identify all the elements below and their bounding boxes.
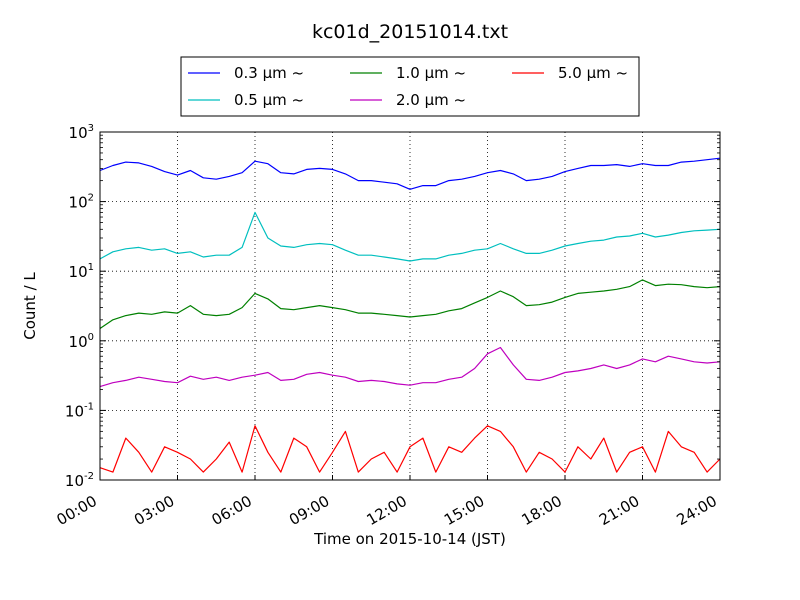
legend: 0.3 μm ~ 0.5 μm ~ 1.0 μm ~ 2.0 μm ~ 5.0 μm ~: [180, 56, 640, 117]
plot-background: [100, 132, 720, 480]
series-line-1: [99, 157, 721, 190]
plot-area: [99, 131, 721, 481]
series-line-2: [99, 211, 721, 262]
y-tick-label: 103: [69, 123, 94, 142]
y-tick-label: 100: [69, 332, 94, 351]
y-tick-label: 102: [69, 193, 94, 212]
chart-title: kc01d_20151014.txt: [312, 21, 508, 43]
series-layer: [99, 157, 721, 473]
legend-label-1: 0.3 μm ~: [234, 64, 304, 82]
series-line-5: [99, 425, 721, 473]
x-axis-label: Time on 2015-10-14 (JST): [313, 530, 506, 548]
grid-layer: [100, 132, 720, 480]
legend-label-4: 2.0 μm ~: [396, 91, 466, 109]
legend-label-2: 0.5 μm ~: [234, 91, 304, 109]
legend-label-3: 1.0 μm ~: [396, 64, 466, 82]
y-axis-label: Count / L: [21, 272, 39, 340]
legend-box: [180, 56, 640, 117]
y-tick-label: 10-1: [65, 401, 94, 420]
y-tick-label: 101: [69, 262, 94, 281]
series-line-4: [99, 346, 721, 388]
series-line-3: [99, 279, 721, 329]
y-axis: 10-2 10-1 100 101 102 103: [65, 123, 720, 490]
y-tick-label: 10-2: [65, 471, 94, 490]
legend-label-5: 5.0 μm ~: [558, 64, 628, 82]
